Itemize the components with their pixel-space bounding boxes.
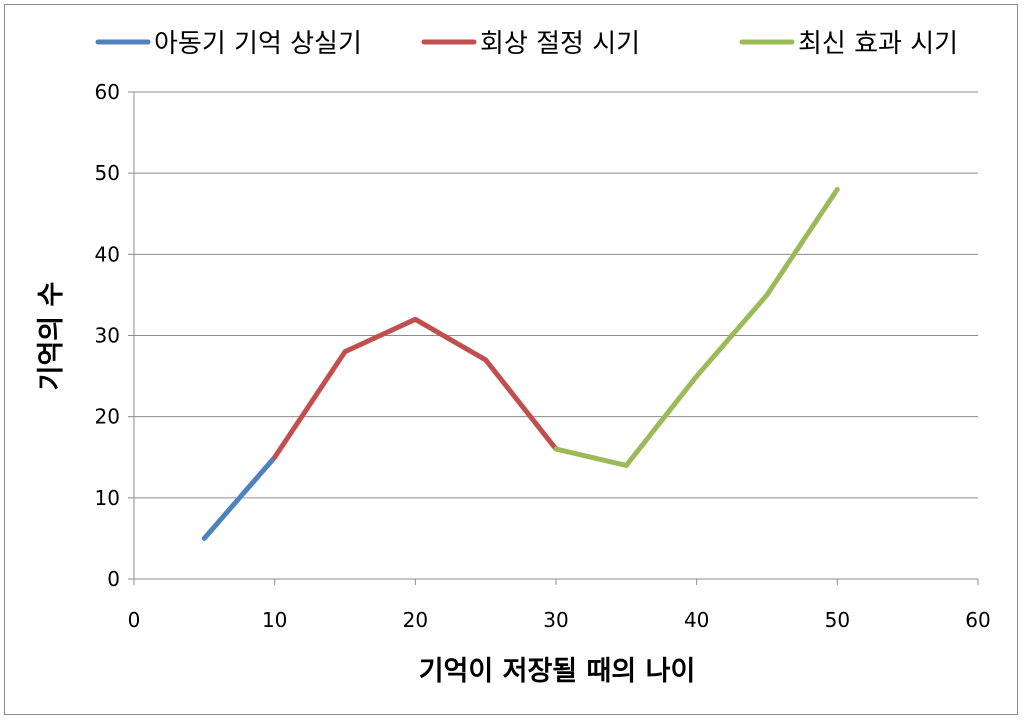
x-tick-label-60: 60: [965, 608, 990, 632]
y-tick-labels: 0 10 20 30 40 50 60: [95, 80, 120, 591]
x-tick-label-20: 20: [403, 608, 428, 632]
grid-lines: [134, 91, 978, 499]
y-tick-label-30: 30: [95, 324, 120, 348]
x-tick-label-50: 50: [825, 608, 850, 632]
y-tick-label-60: 60: [95, 80, 120, 104]
y-tick-label-0: 0: [107, 567, 120, 591]
series-line-3: [553, 186, 840, 468]
legend: 아동기 기억 상실기 회상 절정 시기 최신 효과 시기: [95, 29, 958, 59]
chart-frame: [4, 4, 1018, 715]
legend-label-1: 아동기 기억 상실기: [154, 29, 362, 59]
y-tick-label-40: 40: [95, 242, 120, 266]
series-line-1: [201, 454, 278, 541]
axes: [128, 91, 979, 585]
legend-label-3: 최신 효과 시기: [798, 29, 958, 59]
x-tick-labels: 0 10 20 30 40 50 60: [128, 608, 991, 632]
x-tick-label-0: 0: [128, 608, 141, 632]
series-lines: [201, 186, 840, 541]
y-tick-label-10: 10: [95, 486, 120, 510]
x-tick-label-40: 40: [684, 608, 709, 632]
x-axis-title: 기억이 저장될 때의 나이: [419, 656, 696, 687]
y-axis-title: 기억의 수: [36, 282, 67, 391]
legend-label-2: 회상 절정 시기: [480, 29, 640, 59]
series-line-2: [272, 316, 559, 460]
y-tick-label-20: 20: [95, 405, 120, 429]
x-tick-label-10: 10: [262, 608, 287, 632]
x-tick-label-30: 30: [543, 608, 568, 632]
y-tick-label-50: 50: [95, 161, 120, 185]
